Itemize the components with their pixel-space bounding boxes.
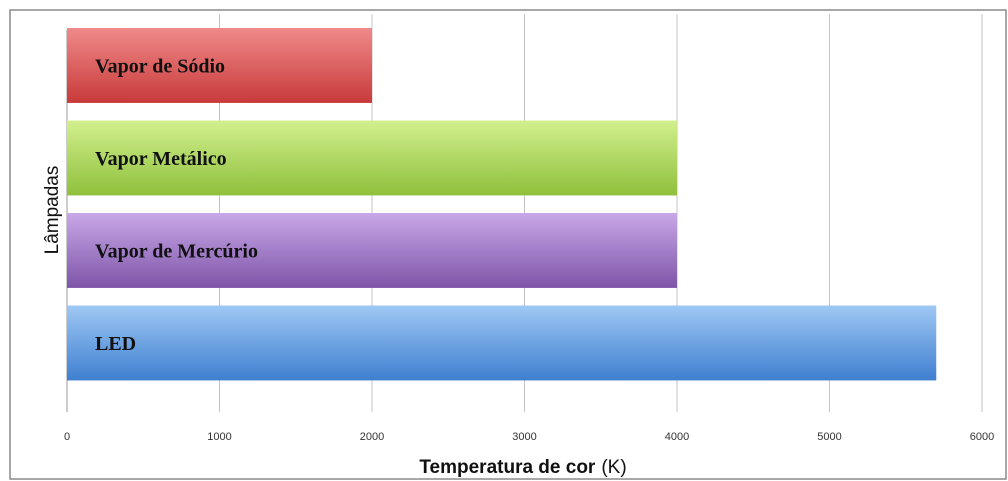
bar-label: LED: [95, 333, 136, 355]
x-tick-label: 6000: [970, 431, 994, 443]
bar-vapor-de-sodio: [67, 28, 372, 103]
x-axis-title-main: Temperatura de cor: [419, 457, 596, 478]
bar-label: Vapor de Sódio: [95, 55, 225, 77]
x-axis-title: Temperatura de cor (K): [419, 457, 626, 478]
bar-vapor-de-mercurio: [67, 213, 677, 288]
bar-vapor-metalico: [67, 120, 677, 196]
x-tick-labels: 0 1000 2000 3000 4000 5000 6000: [64, 431, 994, 443]
bar-led: [67, 305, 937, 381]
bar-label: Vapor Metálico: [95, 148, 227, 170]
x-axis-title-unit: (K): [601, 457, 626, 478]
x-tick-label: 4000: [665, 431, 689, 443]
bar-label: Vapor de Mercúrio: [95, 240, 258, 262]
y-axis-title: Lâmpadas: [42, 166, 63, 255]
x-tick-label: 0: [64, 431, 70, 443]
x-tick-label: 5000: [817, 431, 841, 443]
x-tick-label: 1000: [207, 431, 231, 443]
bars: Vapor de Sódio Vapor Metálico Vapor de Mer…: [67, 28, 937, 381]
x-tick-label: 3000: [512, 431, 536, 443]
x-tick-label: 2000: [360, 431, 384, 443]
